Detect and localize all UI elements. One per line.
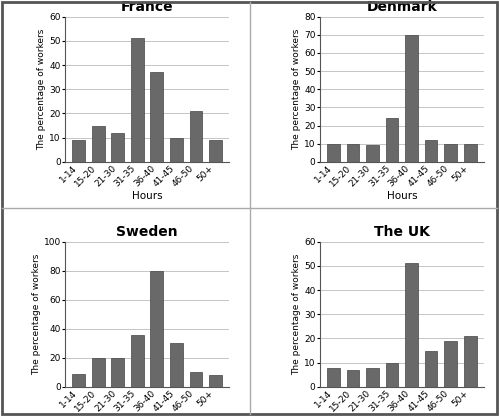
Y-axis label: The percentage of workers: The percentage of workers [31,254,41,375]
Bar [131,334,144,387]
Bar [151,72,163,162]
Bar [347,144,359,162]
Title: France: France [121,0,173,14]
Bar [92,126,105,162]
Title: Sweden: Sweden [116,225,178,239]
Bar [444,341,457,387]
Bar [151,271,163,387]
Bar [190,372,202,387]
Bar [366,146,379,162]
Bar [131,38,144,162]
Title: Denmark: Denmark [366,0,437,14]
Y-axis label: The percentage of workers: The percentage of workers [292,29,301,150]
Bar [72,374,85,387]
Bar [72,140,85,162]
Bar [386,118,398,162]
X-axis label: Hours: Hours [132,191,162,201]
Bar [464,144,477,162]
Y-axis label: The percentage of workers: The percentage of workers [37,29,46,150]
Bar [405,263,418,387]
Bar [111,358,124,387]
Bar [170,138,183,162]
Bar [444,144,457,162]
Y-axis label: The percentage of workers: The percentage of workers [292,254,301,375]
Bar [111,133,124,162]
Bar [327,144,340,162]
Bar [209,375,222,387]
Bar [347,370,359,387]
Bar [464,336,477,387]
Bar [327,367,340,387]
X-axis label: Hours: Hours [387,191,417,201]
Bar [190,111,202,162]
Bar [425,140,438,162]
Bar [209,140,222,162]
Bar [386,363,398,387]
Bar [425,351,438,387]
Bar [405,35,418,162]
Bar [170,343,183,387]
Title: The UK: The UK [374,225,430,239]
Bar [92,358,105,387]
Bar [366,367,379,387]
